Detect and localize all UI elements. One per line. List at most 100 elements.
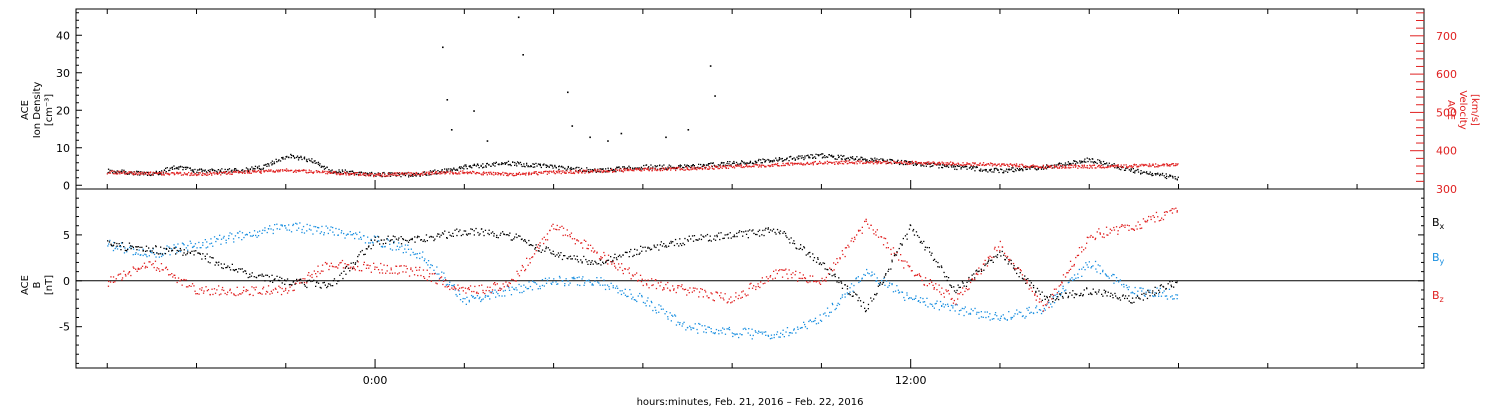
data-point: [566, 170, 568, 172]
data-point: [698, 163, 700, 165]
data-point: [667, 168, 669, 170]
data-point: [647, 167, 649, 169]
data-point: [1022, 168, 1024, 171]
data-point: [587, 244, 589, 246]
data-point: [446, 237, 448, 239]
data-point: [767, 228, 769, 230]
data-point: [788, 334, 790, 337]
data-point: [601, 257, 603, 259]
data-point: [686, 164, 688, 166]
data-point: [1056, 296, 1058, 298]
data-point: [430, 235, 432, 238]
data-point: [518, 163, 520, 165]
data-point: [918, 162, 920, 164]
data-point: [747, 162, 749, 165]
data-point: [1169, 175, 1172, 177]
data-point: [533, 171, 535, 173]
data-point: [373, 174, 375, 177]
data-point: [398, 272, 400, 274]
data-point: [1086, 167, 1089, 169]
data-point: [899, 243, 902, 245]
data-point: [1137, 169, 1139, 171]
data-point: [120, 246, 122, 248]
data-point: [423, 173, 426, 175]
data-point: [433, 269, 435, 271]
data-point: [740, 166, 742, 168]
data-point: [851, 156, 854, 158]
data-point: [696, 328, 698, 331]
data-point: [1091, 167, 1093, 169]
data-point: [504, 172, 506, 174]
data-point: [405, 271, 407, 273]
data-point: [413, 172, 415, 175]
data-point: [499, 289, 501, 291]
data-point: [308, 158, 310, 160]
data-point: [740, 164, 743, 166]
data-point: [237, 172, 240, 174]
data-point: [1080, 167, 1082, 169]
data-point: [600, 264, 602, 266]
data-point: [733, 300, 735, 302]
data-point: [193, 245, 195, 247]
data-point: [611, 261, 613, 263]
data-point: [252, 294, 254, 297]
data-point: [553, 278, 555, 280]
data-point: [156, 173, 159, 175]
data-point: [165, 167, 167, 169]
data-point: [672, 315, 674, 317]
data-point: [220, 243, 222, 245]
data-point: [467, 173, 469, 175]
data-point: [658, 249, 660, 251]
data-point: [487, 232, 489, 235]
data-point: [1083, 164, 1085, 166]
data-point: [750, 282, 752, 284]
data-point: [674, 167, 676, 169]
data-point: [918, 273, 920, 275]
data-point: [220, 293, 222, 295]
data-point: [986, 163, 988, 165]
data-point: [398, 172, 400, 174]
data-point: [637, 280, 639, 282]
data-point: [203, 290, 205, 292]
data-point: [484, 296, 486, 298]
data-point: [155, 256, 157, 258]
data-point: [945, 164, 948, 166]
data-point: [705, 235, 707, 237]
data-point: [114, 247, 116, 250]
data-point: [379, 272, 381, 274]
data-point: [879, 283, 881, 285]
data-point: [243, 286, 245, 288]
data-point: [670, 242, 673, 244]
data-point: [984, 259, 986, 262]
data-point: [281, 157, 283, 159]
data-point: [905, 162, 907, 164]
data-point: [1148, 165, 1150, 168]
data-point: [247, 276, 249, 279]
data-point: [641, 278, 643, 280]
data-point: [591, 170, 593, 172]
data-point: [904, 260, 906, 262]
data-point: [556, 171, 558, 173]
data-point: [709, 65, 712, 67]
data-point: [969, 313, 972, 315]
data-point: [776, 331, 779, 333]
data-point: [1165, 163, 1168, 165]
data-point: [1108, 162, 1110, 164]
data-point: [205, 174, 208, 176]
data-point: [227, 172, 229, 174]
data-point: [113, 170, 115, 172]
data-point: [126, 251, 128, 253]
data-point: [683, 321, 685, 323]
data-point: [596, 277, 598, 279]
data-point: [491, 289, 494, 291]
data-point: [864, 310, 867, 313]
data-point: [289, 170, 291, 172]
data-point: [305, 160, 308, 162]
data-point: [630, 248, 632, 251]
data-point: [1147, 165, 1149, 167]
data-point: [263, 275, 265, 277]
data-point: [569, 168, 571, 170]
data-point: [809, 319, 811, 321]
data-point: [524, 270, 526, 272]
data-point: [803, 158, 805, 161]
